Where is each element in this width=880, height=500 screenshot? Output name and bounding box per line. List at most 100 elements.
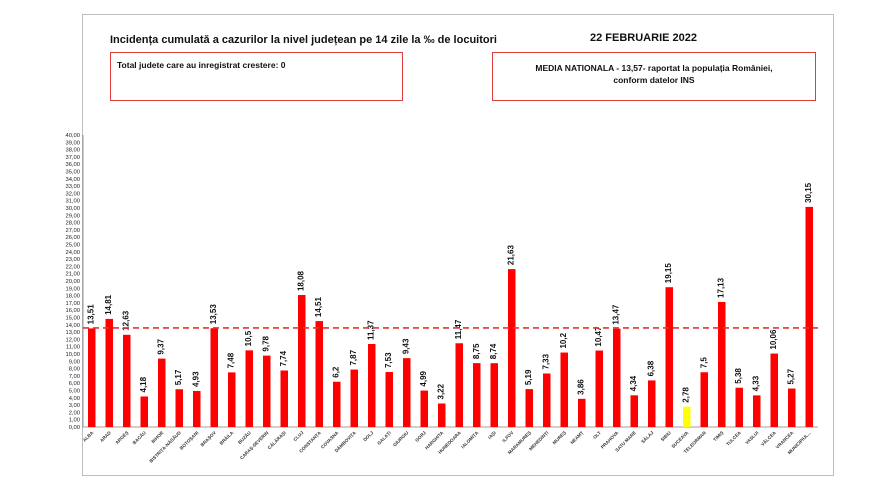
bar-buz-u [245,350,253,427]
x-tick-label: SIBIU [660,430,673,443]
bar-gorj [420,390,428,427]
chart-title: Incidența cumulată a cazurilor la nivel … [110,34,497,46]
y-tick-label: 24,00 [65,250,80,256]
bar-cara-severin [263,355,271,427]
bar-prahova [613,328,621,427]
y-tick-label: 22,00 [65,264,80,270]
national-average-line1: MEDIA NATIONALA - 13,57- raportat la pop… [535,63,773,73]
bar-value-label: 7,74 [279,350,288,366]
bar-value-label: 14,81 [104,294,113,315]
bar-municipiul- [805,206,813,427]
bar-neam- [578,398,586,427]
x-tick-label: BIHOR [150,430,164,444]
y-tick-label: 18,00 [65,294,80,300]
x-tick-label: TIMIȘ [712,430,725,443]
y-tick-label: 13,00 [65,330,80,336]
y-tick-label: 5,00 [69,389,80,395]
bar-value-label: 5,19 [524,369,533,385]
bar-value-label: 7,5 [699,357,708,369]
bar-v-lcea [770,353,778,427]
bar-value-label: 12,63 [122,310,131,331]
bar-value-label: 4,99 [419,370,428,386]
y-tick-label: 36,00 [65,162,80,168]
y-tick-label: 19,00 [65,286,80,292]
bar-value-label: 2,78 [682,387,691,403]
bar-suceava [683,406,691,427]
bar-value-label: 3,86 [577,379,586,395]
bar-covasna [333,381,341,427]
x-tick-label: IALOMIȚA [460,430,480,450]
bar-cluj [298,295,306,427]
bar-tulcea [735,387,743,427]
bar-value-label: 13,53 [209,304,218,325]
y-tick-label: 20,00 [65,279,80,285]
bar-ia-i [490,363,498,427]
bar-value-label: 14,51 [314,297,323,318]
y-tick-label: 6,00 [69,381,80,387]
y-tick-label: 0,00 [69,425,80,431]
bar-ialomi-a [473,363,481,427]
bar-value-label: 4,33 [752,375,761,391]
bar-arad [105,318,113,427]
bar-arge- [123,334,131,427]
bar-value-label: 7,87 [349,349,358,365]
bar-olt [595,350,603,427]
y-tick-label: 26,00 [65,235,80,241]
y-tick-label: 31,00 [65,199,80,205]
x-tick-label: ARAD [99,430,112,443]
x-tick-label: BRĂILA [218,429,235,446]
bar-value-label: 30,15 [804,182,813,203]
bar-vaslui [753,395,761,427]
bar-value-label: 10,06 [769,329,778,350]
bar-value-label: 9,43 [402,338,411,354]
bar-value-label: 6,2 [332,366,341,378]
y-tick-label: 35,00 [65,170,80,176]
bar-boto-ani [193,391,201,427]
national-average-text: MEDIA NATIONALA - 13,57- raportat la pop… [493,62,815,86]
bar-bra-ov [210,328,218,427]
bar-value-label: 5,38 [734,368,743,384]
x-tick-label: BISTRIȚA-NĂSĂUD [148,429,183,464]
bar-value-label: 5,27 [787,368,796,384]
y-tick-label: 40,00 [65,133,80,139]
y-tick-label: 34,00 [65,177,80,183]
bar-value-label: 17,13 [717,277,726,298]
x-tick-label: BACĂU [131,429,147,445]
bar-value-label: 4,18 [139,376,148,392]
x-tick-label: OLT [592,430,602,440]
y-tick-label: 10,00 [65,352,80,358]
y-tick-label: 27,00 [65,228,80,234]
bar-dolj [368,343,376,427]
y-tick-label: 28,00 [65,221,80,227]
growth-counties-text: Total judete care au inregistrat crester… [117,60,286,70]
bar-br-ila [228,372,236,427]
bar-value-label: 10,2 [559,332,568,348]
bar-vrancea [788,388,796,427]
x-tick-label: VASLUI [744,430,759,445]
bar-value-label: 19,15 [664,263,673,284]
y-tick-label: 9,00 [69,359,80,365]
bar-gala-i [385,372,393,427]
y-tick-label: 32,00 [65,191,80,197]
y-tick-label: 11,00 [66,345,80,351]
bar-value-label: 8,74 [489,343,498,359]
bar-value-label: 10,5 [244,330,253,346]
bar-giurgiu [403,358,411,427]
y-tick-label: 1,00 [69,418,80,424]
bar-constan-a [315,321,323,427]
x-tick-label: ARGEȘ [114,430,130,446]
bar-value-label: 13,51 [87,304,96,325]
bar-timi- [718,301,726,427]
x-tick-label: GORJ [414,430,427,443]
x-tick-label: NEAMȚ [569,430,584,445]
bar-bistri-a-n-s-ud [175,389,183,427]
bar-value-label: 6,38 [647,360,656,376]
y-tick-label: 33,00 [65,184,80,190]
y-tick-label: 29,00 [65,213,80,219]
y-tick-label: 16,00 [65,308,80,314]
x-tick-label: BRAȘOV [200,430,219,449]
bar-maramure- [525,389,533,427]
bar-value-label: 4,93 [192,371,201,387]
x-tick-label: BOTOȘANI [179,430,200,451]
y-tick-label: 2,00 [69,410,80,416]
